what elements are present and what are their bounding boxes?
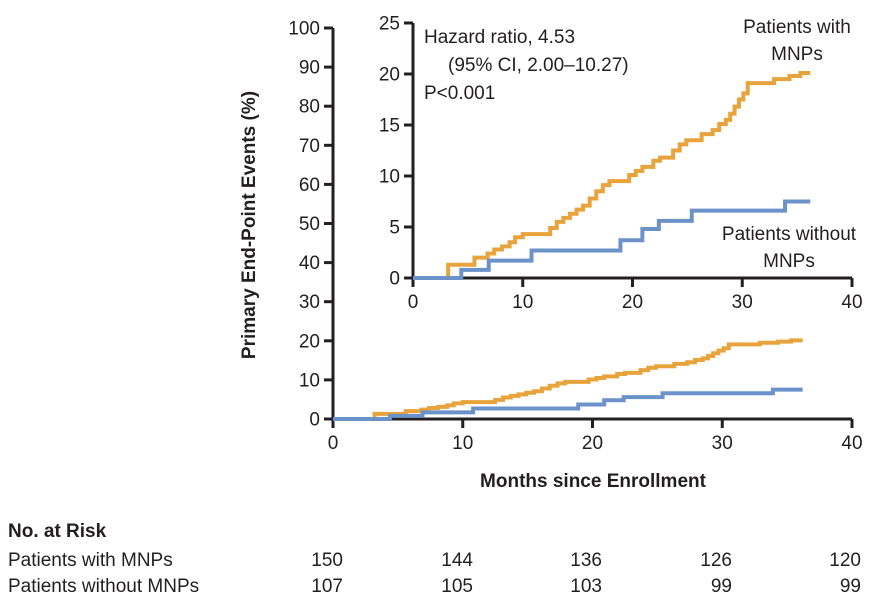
inset-y-tick-label: 5 — [389, 218, 400, 239]
y-axis-label: Primary End-Point Events (%) — [239, 90, 260, 360]
main-y-tick-label: 100 — [288, 19, 320, 40]
inset-y-tick-label: 10 — [379, 167, 400, 188]
risk-value: 150 — [311, 550, 343, 571]
annotation-line-1: Hazard ratio, 4.53 — [424, 27, 576, 48]
inset-plot: 0 5 10 15 20 25 0 10 20 30 40 — [379, 14, 863, 314]
inset-series-patients-with-mnps — [413, 70, 811, 280]
main-y-tick-label: 90 — [299, 58, 320, 79]
main-y-tick-label: 0 — [309, 410, 320, 431]
inset-y-tick-label: 0 — [389, 269, 400, 290]
main-y-tick-label: 30 — [299, 292, 320, 313]
main-y-tick-label: 20 — [299, 331, 320, 352]
risk-value: 126 — [700, 550, 732, 571]
risk-table-title: No. at Risk — [8, 521, 107, 542]
risk-value: 99 — [839, 576, 861, 597]
main-y-tick-label: 60 — [299, 175, 320, 196]
annotation-line-3: P<0.001 — [424, 83, 496, 104]
inset-x-tick-label: 20 — [622, 292, 643, 313]
main-x-tick-label: 30 — [712, 433, 733, 454]
inset-x-tick-label: 10 — [512, 292, 533, 313]
annotation-line-2: (95% CI, 2.00–10.27) — [448, 55, 629, 76]
risk-value: 99 — [710, 576, 732, 597]
legend-with-line-1: Patients with — [743, 17, 851, 38]
x-axis-label: Months since Enrollment — [480, 471, 706, 492]
main-y-tick-label: 50 — [299, 214, 320, 235]
inset-x-tick-label: 30 — [732, 292, 753, 313]
hazard-ratio-annotation: Hazard ratio, 4.53 (95% CI, 2.00–10.27) … — [424, 24, 629, 108]
inset-y-tick-label: 25 — [379, 14, 400, 35]
main-x-tick-label: 10 — [452, 433, 473, 454]
main-series-patients-with-mnps — [333, 338, 803, 421]
risk-value: 105 — [441, 576, 473, 597]
risk-value: 136 — [570, 550, 602, 571]
legend-patients-without-mnps: Patients without MNPs — [698, 221, 880, 275]
risk-row-label: Patients without MNPs — [8, 576, 200, 597]
risk-value: 103 — [570, 576, 602, 597]
inset-y-tick-label: 15 — [379, 116, 400, 137]
risk-value: 107 — [311, 576, 343, 597]
inset-series-patients-without-mnps — [413, 199, 811, 280]
main-y-tick-label: 40 — [299, 253, 320, 274]
inset-y-tick-label: 20 — [379, 65, 400, 86]
inset-x-tick-label: 40 — [841, 292, 862, 313]
main-x-tick-label: 0 — [328, 433, 339, 454]
risk-row-label: Patients with MNPs — [8, 550, 173, 571]
main-series-patients-without-mnps — [333, 387, 803, 421]
main-y-tick-label: 80 — [299, 97, 320, 118]
main-y-tick-label: 10 — [299, 370, 320, 391]
legend-without-line-1: Patients without — [721, 224, 857, 245]
risk-value: 144 — [441, 550, 473, 571]
legend-with-line-2: MNPs — [771, 44, 823, 65]
main-y-tick-label: 70 — [299, 136, 320, 157]
main-x-tick-label: 20 — [582, 433, 603, 454]
inset-x-tick-label: 0 — [408, 292, 419, 313]
main-x-tick-label: 40 — [841, 433, 862, 454]
legend-without-line-2: MNPs — [763, 251, 815, 272]
risk-value: 120 — [829, 550, 861, 571]
legend-patients-with-mnps: Patients with MNPs — [718, 14, 876, 68]
